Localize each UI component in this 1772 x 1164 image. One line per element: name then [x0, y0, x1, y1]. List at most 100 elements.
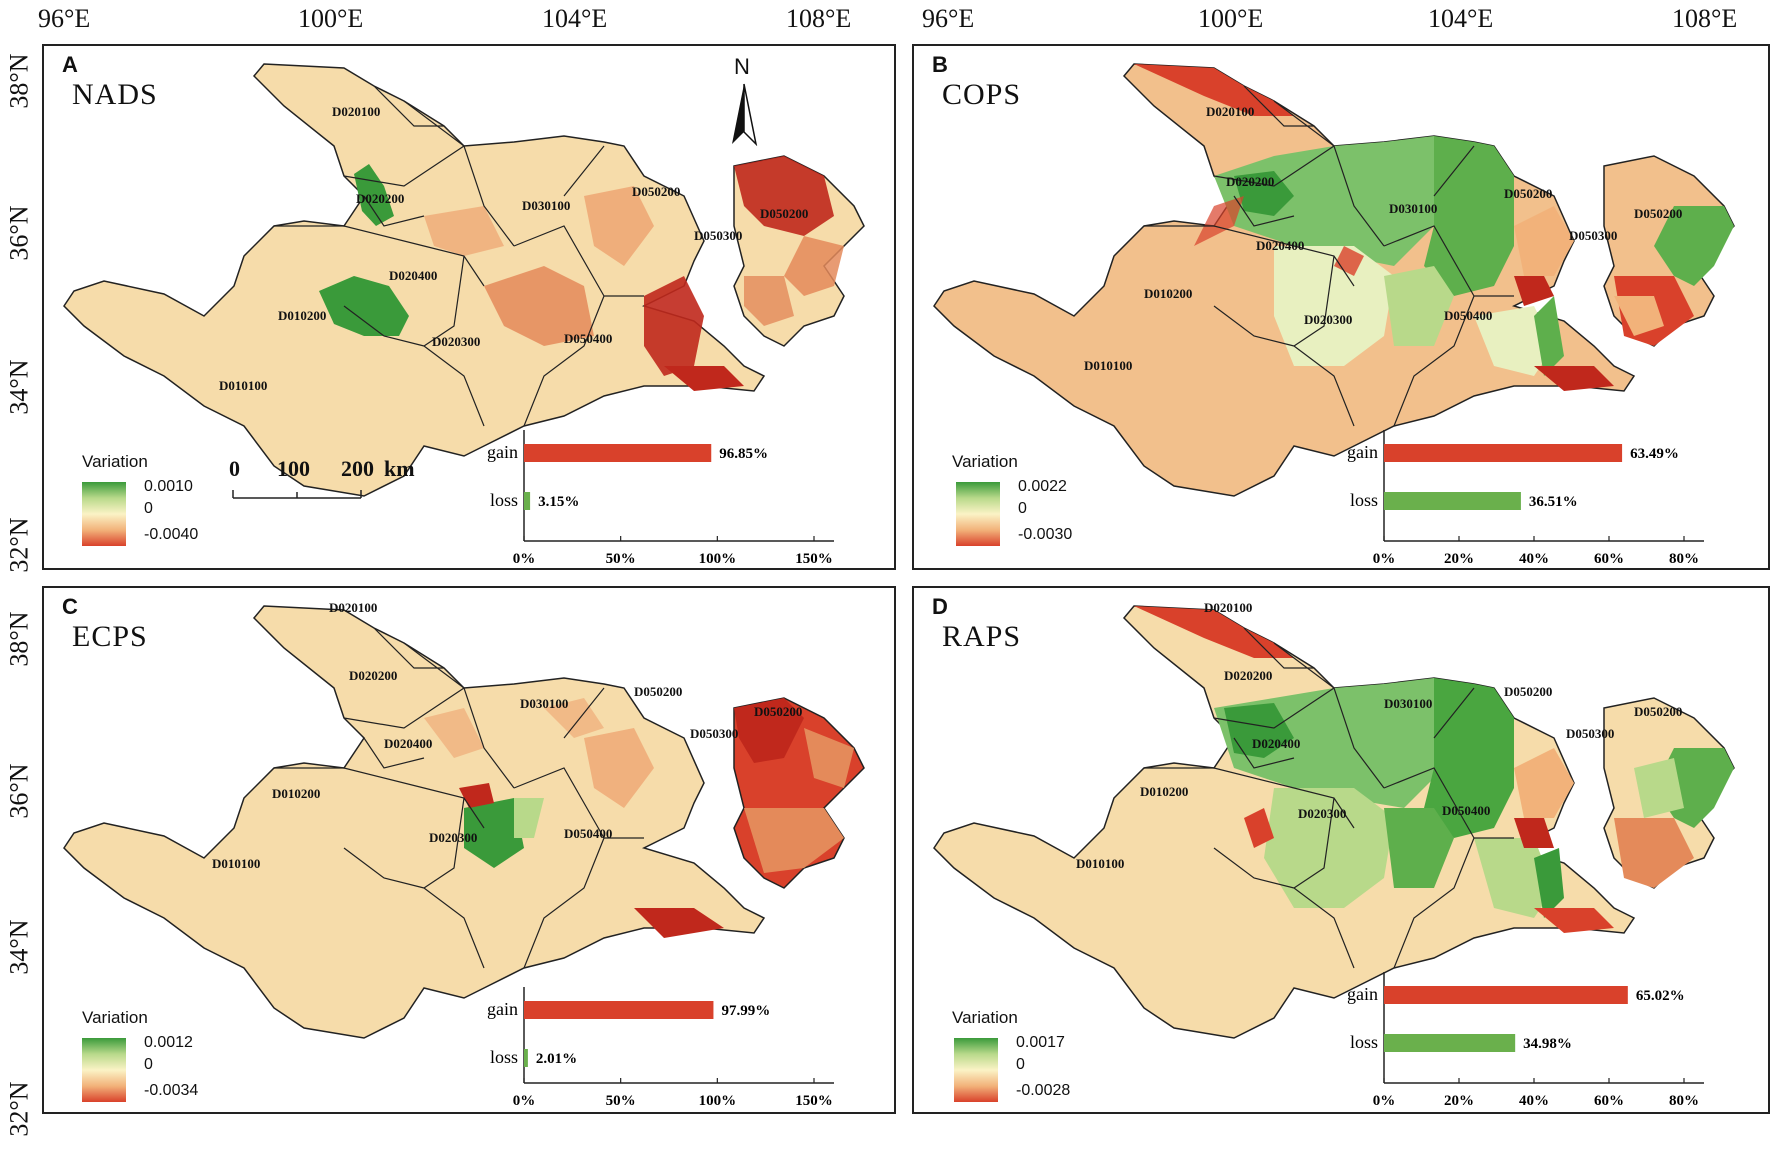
region-label-d050300: D050300	[1569, 228, 1618, 243]
loss-bar	[524, 1049, 528, 1067]
inset-tick-label: 150%	[795, 551, 833, 567]
region-label-d020400: D020400	[384, 736, 433, 751]
lat-label-32-bottom: 32°N	[4, 1081, 34, 1137]
lat-label-38-bottom: 38°N	[4, 611, 34, 667]
gain-bar	[1384, 444, 1623, 462]
lon-label-104-right: 104°E	[1428, 4, 1494, 33]
region-label-d050200b: D050200	[1634, 206, 1683, 221]
inset-tick-label: 80%	[1669, 1093, 1699, 1109]
legend-min: -0.0034	[144, 1082, 199, 1099]
lon-label-108-right: 108°E	[1672, 4, 1738, 33]
lon-label-108-left: 108°E	[786, 4, 852, 33]
inset-tick-label: 50%	[606, 551, 636, 567]
lon-label-96-right: 96°E	[922, 4, 975, 33]
map-panel-a	[63, 63, 865, 497]
inset-gain-label: gain	[487, 999, 518, 1019]
gain-value-label: 63.49%	[1630, 446, 1679, 462]
inset-tick-label: 50%	[606, 1093, 636, 1109]
region-label-d020100: D020100	[1206, 104, 1255, 119]
panel-b: B COPS D020100 D020200 D030100 D020400 D…	[912, 44, 1770, 570]
region-label-d030100: D030100	[522, 198, 571, 213]
gain-bar	[1384, 986, 1628, 1004]
region-label-d050400: D050400	[564, 826, 613, 841]
inset-tick-label: 60%	[1594, 551, 1624, 567]
inset-tick-label: 80%	[1669, 551, 1699, 567]
panel-b-letter: B	[932, 52, 948, 77]
gain-bar	[524, 1001, 714, 1019]
region-label-d030100: D030100	[520, 696, 569, 711]
region-label-d020100: D020100	[329, 600, 378, 615]
legend-ramp	[956, 482, 1000, 546]
legend-mid: 0	[1016, 1056, 1025, 1073]
gain-value-label: 97.99%	[721, 1003, 770, 1019]
region-label-d020300: D020300	[1298, 806, 1347, 821]
region-label-d050200a: D050200	[632, 184, 681, 199]
inset-loss-label: loss	[1350, 490, 1378, 510]
legend-title: Variation	[952, 1008, 1018, 1027]
lat-label-34-top: 34°N	[4, 359, 34, 415]
inset-gain-label: gain	[1347, 984, 1378, 1004]
region-label-d020300: D020300	[432, 334, 481, 349]
inset-tick-label: 150%	[795, 1093, 833, 1109]
legend-max: 0.0010	[144, 478, 193, 495]
region-label-d020400: D020400	[1256, 238, 1305, 253]
region-label-d020200: D020200	[356, 191, 405, 206]
lat-label-36-bottom: 36°N	[4, 763, 34, 819]
region-label-d050200a: D050200	[1504, 684, 1553, 699]
legend-title: Variation	[82, 452, 148, 471]
region-label-d020400: D020400	[389, 268, 438, 283]
legend-mid: 0	[144, 1056, 153, 1073]
inset-gain-label: gain	[1347, 442, 1378, 462]
inset-tick-label: 0%	[1373, 551, 1396, 567]
inset-tick-label: 0%	[513, 1093, 536, 1109]
region-label-d050200a: D050200	[1504, 186, 1553, 201]
legend-title: Variation	[82, 1008, 148, 1027]
loss-value-label: 3.15%	[538, 494, 579, 510]
legend-min: -0.0030	[1018, 526, 1073, 543]
region-label-d050400: D050400	[1444, 308, 1493, 323]
legend-ramp	[82, 1038, 126, 1102]
legend-ramp	[82, 482, 126, 546]
loss-bar	[1384, 1034, 1516, 1052]
legend-mid: 0	[1018, 500, 1027, 517]
inset-bar-chart-d: 0% 20% 40% 60% 80% gain 65.02% loss 34.98%	[1347, 972, 1704, 1109]
lon-label-100-left: 100°E	[298, 4, 364, 33]
inset-bar-chart-c: 0% 50% 100% 150% gain 97.99% loss 2.01%	[487, 987, 834, 1109]
green-patch	[319, 276, 409, 336]
legend-max: 0.0017	[1016, 1034, 1065, 1051]
lat-label-32-top: 32°N	[4, 517, 34, 573]
region-label-d010200: D010200	[272, 786, 321, 801]
map-panel-b	[933, 63, 1735, 497]
inset-bar-chart-a: 0% 50% 100% 150% gain 96.85% loss 3.15%	[487, 430, 834, 567]
inset-tick-label: 0%	[513, 551, 536, 567]
region-label-d020300: D020300	[1304, 312, 1353, 327]
region-label-d050300: D050300	[690, 726, 739, 741]
region-label-d020100: D020100	[1204, 600, 1253, 615]
lat-label-36-top: 36°N	[4, 205, 34, 261]
region-label-d020100: D020100	[332, 104, 381, 119]
region-label-d010100: D010100	[1076, 856, 1125, 871]
gain-value-label: 65.02%	[1636, 988, 1685, 1004]
inset-tick-label: 60%	[1594, 1093, 1624, 1109]
panel-a: A NADS D020100 D020200 D030100 D020400 D…	[42, 44, 896, 570]
loss-value-label: 2.01%	[536, 1051, 577, 1067]
legend-title: Variation	[952, 452, 1018, 471]
lat-label-34-bottom: 34°N	[4, 919, 34, 975]
region-label-d050300: D050300	[694, 228, 743, 243]
region-label-d020400: D020400	[1252, 736, 1301, 751]
region-label-d020200: D020200	[1226, 174, 1275, 189]
region-label-d020200: D020200	[349, 668, 398, 683]
panel-d-title: RAPS	[942, 620, 1022, 653]
region-label-d010200: D010200	[1140, 784, 1189, 799]
north-label: N	[734, 54, 750, 79]
panel-c-title: ECPS	[72, 620, 148, 653]
region-label-d050300: D050300	[1566, 726, 1615, 741]
inset-tick-label: 100%	[699, 551, 737, 567]
panel-c: C ECPS D020100 D020200 D030100 D020400 D…	[42, 586, 896, 1114]
region-label-d050400: D050400	[564, 331, 613, 346]
legend-max: 0.0012	[144, 1034, 193, 1051]
region-label-d050200b: D050200	[760, 206, 809, 221]
region-label-d020200: D020200	[1224, 668, 1273, 683]
inset-loss-label: loss	[490, 490, 518, 510]
panel-a-title: NADS	[72, 78, 158, 111]
